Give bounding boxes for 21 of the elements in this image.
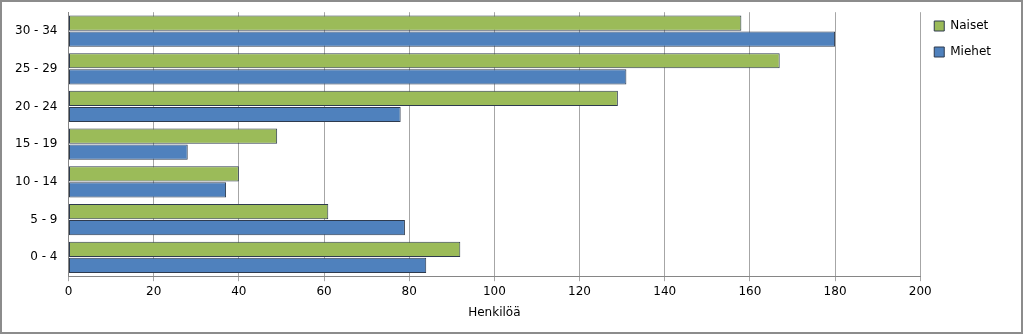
- x-tick-label: 120: [568, 283, 591, 298]
- x-tick-label: 60: [316, 283, 332, 298]
- x-tick-label: 40: [231, 283, 247, 298]
- y-tick-label: 20 - 24: [15, 98, 58, 113]
- x-tick-label: 160: [738, 283, 762, 298]
- x-tick-label: 180: [823, 283, 847, 298]
- y-tick-label: 30 - 34: [15, 23, 58, 38]
- x-tick-label: 100: [482, 283, 506, 298]
- y-tick-label: 5 - 9: [30, 211, 58, 226]
- x-tick-label: 140: [653, 283, 677, 298]
- y-tick-label: 10 - 14: [15, 174, 58, 189]
- legend-label: Miehet: [950, 44, 992, 59]
- x-tick-label: 0: [64, 283, 73, 298]
- legend-label: Naiset: [950, 18, 989, 33]
- x-tick-label: 80: [401, 283, 417, 298]
- x-tick-label: 20: [146, 283, 162, 298]
- y-tick-label: 0 - 4: [30, 249, 58, 264]
- x-tick-label: 200: [908, 283, 932, 298]
- y-tick-label: 15 - 19: [15, 136, 58, 151]
- y-tick-label: 25 - 29: [15, 60, 58, 75]
- x-axis-title: Henkilöä: [468, 304, 521, 319]
